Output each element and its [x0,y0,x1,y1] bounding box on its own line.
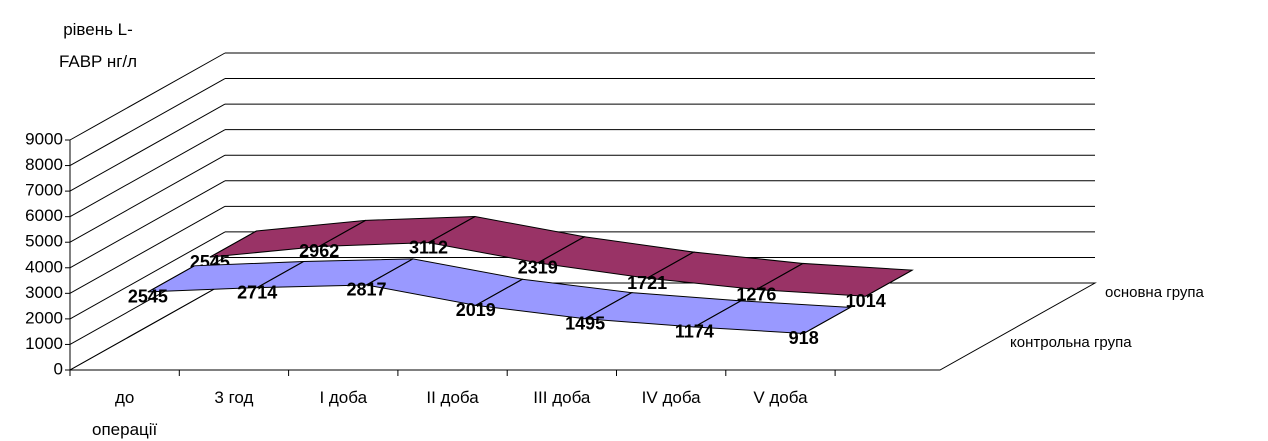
grid-line [69,154,226,243]
data-label: 2817 [346,280,386,300]
y-tick-label: 5000 [25,232,63,251]
grid-line [69,129,226,218]
data-label: 3112 [409,237,448,257]
grid-line [69,103,226,192]
data-label: 918 [789,328,819,348]
y-tick-label: 4000 [25,257,63,276]
area-edge [147,265,195,293]
area-edge [475,278,523,306]
y-tick-label: 1000 [25,334,63,353]
y-tick-label: 8000 [25,155,63,174]
data-label: 1174 [675,322,714,342]
y-tick-label: 9000 [25,129,63,148]
grid-line [69,282,226,371]
area-edge [694,300,742,328]
x-tick-label: III доба [533,388,591,407]
data-label: 2545 [128,287,168,307]
data-label: 2962 [299,241,339,261]
x-tick-label: V доба [753,388,808,407]
area-edge [428,216,476,244]
data-label: 1014 [846,291,886,311]
x-tick-label: IV доба [641,388,701,407]
grid-line [69,231,226,320]
grid-line [69,205,226,294]
y-tick-label: 6000 [25,206,63,225]
y-tick-label: 0 [54,359,63,378]
data-label: 2319 [518,258,558,278]
legend-label: основна група [1105,284,1204,301]
area-edge [209,230,257,258]
legend-label: контрольна група [1010,334,1132,351]
data-label: 2714 [237,282,277,302]
x-tick-label: до операції [92,388,158,439]
data-label: 2019 [456,300,496,320]
y-tick-label: 3000 [25,283,63,302]
grid-line [69,180,226,269]
area-edge [366,258,414,286]
data-label: 1721 [627,273,667,293]
area-edge [318,219,366,247]
area-edge [256,261,304,289]
y-tick-label: 7000 [25,181,63,200]
area-edge [803,306,851,334]
area-edge [584,292,632,320]
area-edge [646,251,694,279]
grid-line [69,52,226,141]
data-label: 1495 [565,313,605,333]
grid-line [69,78,226,166]
area-edge [865,269,913,297]
y-axis-label: рівень L-FABP нг/л [58,20,138,71]
area-edge [756,263,804,290]
data-label: 1276 [736,284,776,304]
area-edge [537,236,585,264]
x-tick-label: I доба [319,388,368,407]
x-tick-label: II доба [426,388,479,407]
y-tick-label: 2000 [25,308,63,327]
x-tick-label: 3 год [214,388,254,407]
